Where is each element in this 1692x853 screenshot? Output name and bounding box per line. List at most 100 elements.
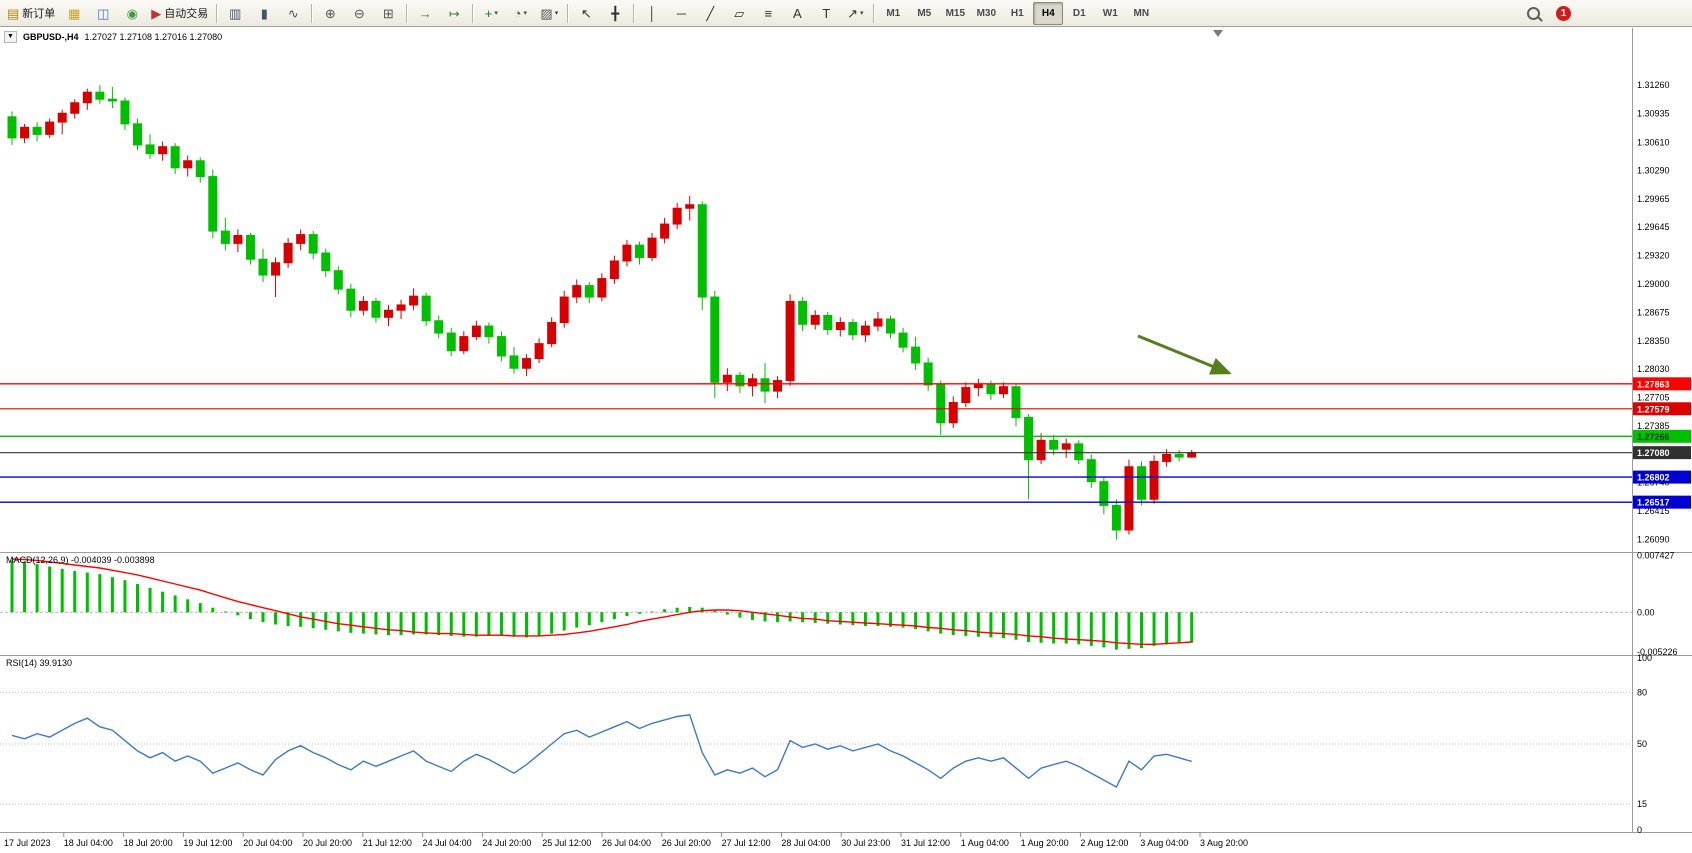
candlestick-chart-button[interactable]: ▮ [250,2,278,25]
zoom-in-button[interactable]: ⊕ [316,2,344,25]
macd-histogram-bar [136,584,139,613]
candle-body [860,325,870,336]
notification-badge[interactable]: 1 [1556,5,1571,21]
toolbar-separator [311,3,313,23]
auto-scroll-button[interactable]: → [411,2,439,25]
data-window-button[interactable]: ◉ [118,2,146,25]
price-level-tag[interactable] [1633,377,1691,391]
macd-histogram-bar [688,606,692,613]
periods-button[interactable]: ◔ ▾ [506,2,534,25]
candle-body [1049,439,1059,450]
trendline-button[interactable]: ╱ [696,2,724,25]
price-level-tag[interactable] [1633,402,1691,416]
new-order-button[interactable]: ▤ 新订单 [3,2,59,25]
candle-body [823,314,833,331]
macd-histogram-bar [813,612,817,623]
arrows-button[interactable]: ↗ ▾ [841,2,869,25]
macd-axis-label: 0.007427 [1637,551,1675,561]
candle-body [547,322,557,345]
macd-histogram-bar [361,612,365,634]
candle-body [70,102,80,114]
zoom-in-icon: ⊕ [324,5,336,21]
timeframe-h4-button[interactable]: H4 [1033,1,1064,25]
chart-shift-marker-icon[interactable] [1213,30,1223,37]
current-price-tag[interactable] [1633,446,1691,460]
profiles-button[interactable]: ◫ [89,2,117,25]
macd-histogram-bar [311,612,315,629]
timeframe-m1-button[interactable]: M1 [886,7,901,19]
candle-body [848,322,858,336]
candle-body [32,126,42,135]
candle-body [622,244,632,262]
text-label-button[interactable]: T [812,2,840,25]
templates-button[interactable]: ▨ ▾ [535,2,563,25]
time-axis-label: 28 Jul 04:00 [781,838,830,848]
price-level-tag[interactable] [1633,429,1691,443]
timeframe-mn-button[interactable]: MN [1133,7,1150,19]
candle-body [961,387,971,404]
one-click-trading-toggle-icon[interactable]: ▼ [4,31,17,43]
timeframe-d1-button[interactable]: D1 [1072,7,1086,19]
macd-histogram-bar [776,612,780,623]
tile-windows-icon: ⊞ [382,5,394,21]
templates-dropdown-arrow-icon: ▾ [554,10,559,17]
search-button[interactable] [1519,2,1547,25]
bar-chart-button[interactable]: ▥ [221,2,249,25]
macd-histogram-bar [286,612,290,627]
macd-histogram-bar [650,611,654,613]
line-chart-button[interactable]: ∿ [279,2,307,25]
macd-histogram-bar [550,612,554,634]
horizontal-line-button[interactable]: ─ [667,2,695,25]
timeframe-m30-button[interactable]: M30 [976,7,997,19]
macd-histogram-bar [123,580,127,613]
candle-body [760,378,770,392]
price-axis-label: 1.31260 [1637,80,1670,90]
candle-body [722,374,732,383]
fibonacci-button[interactable]: ≡ [754,2,782,25]
candle-body [145,144,155,155]
candle-body [183,160,193,169]
macd-histogram-bar [1114,612,1118,650]
vertical-line-button[interactable]: │ [638,2,666,25]
macd-histogram-bar [223,611,227,613]
price-axis-label: 1.30290 [1637,165,1670,175]
timeframe-m15-button[interactable]: M15 [945,7,966,19]
candle-body [923,362,933,386]
text-button[interactable]: A [783,2,811,25]
auto-trading-button[interactable]: ▶ 自动交易 [147,2,212,25]
new-order-label: 新订单 [22,8,56,20]
time-axis-label: 27 Jul 12:00 [722,838,771,848]
candle-body [434,320,444,334]
timeframe-h1-button[interactable]: H1 [1010,7,1024,19]
zoom-out-button[interactable]: ⊖ [345,2,373,25]
macd-histogram-bar [299,612,303,627]
equidistant-channel-button[interactable]: ▱ [725,2,753,25]
macd-axis-label: -0.005226 [1637,647,1678,657]
macd-histogram-bar [1190,612,1194,643]
timeframe-w1-button[interactable]: W1 [1102,7,1118,19]
price-level-tag[interactable] [1633,470,1691,484]
macd-histogram-bar [1127,612,1131,649]
macd-histogram-bar [248,612,252,620]
chart-shift-button[interactable]: ↦ [440,2,468,25]
crosshair-button[interactable]: ╋ [601,2,629,25]
cursor-button[interactable]: ↖ [572,2,600,25]
candle-body [358,300,368,311]
time-axis-label: 30 Jul 23:00 [841,838,890,848]
arrow-annotation[interactable] [1137,334,1232,375]
timeframe-m5-button[interactable]: M5 [917,7,932,19]
macd-histogram-bar [964,612,968,636]
bar-chart-icon: ▥ [229,5,242,21]
candle-body [936,384,946,424]
candle-body [710,296,720,383]
candle-body [384,309,393,318]
new-chart-button[interactable]: ▦ [60,2,88,25]
tile-windows-button[interactable]: ⊞ [374,2,402,25]
candle-body [245,234,255,260]
toolbar-separator [873,3,875,23]
macd-histogram-bar [700,607,704,613]
indicators-button[interactable]: + ▾ [477,2,505,25]
price-level-tag[interactable] [1633,495,1691,509]
macd-histogram-bar [1089,612,1093,646]
chart-title-row: ▼ GBPUSD-,H4 1.27027 1.27108 1.27016 1.2… [4,31,222,43]
